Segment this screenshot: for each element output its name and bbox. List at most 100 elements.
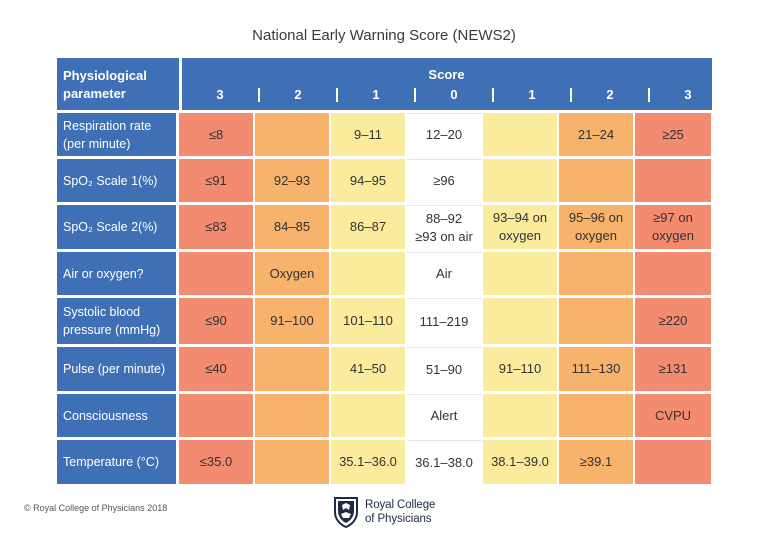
score-cell: Oxygen — [255, 252, 331, 295]
score-header: Score — [428, 67, 465, 82]
header-divider — [179, 58, 182, 110]
score-separator — [570, 88, 572, 102]
score-cell — [255, 440, 331, 484]
logo-line1: Royal College — [365, 499, 436, 511]
cell-value: 86–87 — [349, 219, 387, 234]
row-air-or-oxygen: Air or oxygen? Oxygen Air — [57, 252, 712, 298]
cell-value: 36.1–38.0 — [415, 454, 473, 470]
score-cell: Alert — [407, 394, 483, 437]
cell-value: ≤35.0 — [199, 454, 233, 469]
score-cell — [483, 394, 559, 437]
news2-table: Physiological parameter Score 3 2 1 0 1 2 3 Re… — [57, 58, 712, 484]
score-cell — [331, 252, 407, 295]
score-cell: 9–11 — [331, 113, 407, 156]
score-cell: ≥131 — [635, 347, 711, 391]
cell-value: ≥131 — [658, 361, 688, 376]
score-cell: 111–130 — [559, 347, 635, 391]
score-cell: 91–110 — [483, 347, 559, 391]
parameter-label: SpO₂ Scale 1(%) — [57, 159, 179, 202]
score-cell — [559, 159, 635, 202]
row-spo2-scale-2: SpO₂ Scale 2(%) ≤83 84–85 86–87 88–92 ≥93 on… — [57, 205, 712, 252]
cell-value: ≥220 — [658, 313, 688, 328]
score-cell: 101–110 — [331, 298, 407, 344]
cell-value: CVPU — [654, 407, 692, 423]
score-cell — [559, 298, 635, 344]
cell-value: Air — [436, 266, 452, 281]
cell-value: ≤90 — [205, 313, 227, 328]
score-cell: ≤83 — [179, 205, 255, 249]
score-cell: ≥96 — [407, 159, 483, 202]
table-header: Physiological parameter Score 3 2 1 0 1 2 3 — [57, 58, 712, 113]
score-separator — [258, 88, 260, 102]
score-cell: ≥97 on oxygen — [635, 205, 711, 249]
logo-line2: of Physicians — [365, 513, 432, 525]
cell-value: 21–24 — [577, 126, 615, 142]
score-separator — [414, 88, 416, 102]
score-column-header: 2 — [294, 87, 302, 102]
score-cell — [635, 252, 711, 295]
cell-value: 35.1–36.0 — [339, 454, 397, 469]
score-cell — [483, 298, 559, 344]
row-systolic-blood-pressure: Systolic blood pressure (mmHg) ≤90 91–100 1… — [57, 298, 712, 347]
score-cell: 21–24 — [559, 113, 635, 156]
score-cell: 94–95 — [331, 159, 407, 202]
cell-value: 51–90 — [425, 361, 463, 377]
score-cell — [179, 252, 255, 295]
score-cell: 86–87 — [331, 205, 407, 249]
score-cell — [331, 394, 407, 437]
cell-value: 111–219 — [419, 313, 469, 329]
row-spo2-scale-1: SpO₂ Scale 1(%) ≤91 92–93 94–95 ≥96 — [57, 159, 712, 205]
cell-value: 111–130 — [571, 361, 621, 376]
cell-value: 12–20 — [425, 127, 463, 142]
score-cell: 95–96 on oxygen — [559, 205, 635, 249]
cell-value: 41–50 — [349, 361, 387, 376]
cell-value: 9–11 — [354, 126, 382, 142]
score-cell: 41–50 — [331, 347, 407, 391]
cell-value: 84–85 — [273, 219, 311, 234]
cell-value: ≤8 — [208, 126, 224, 142]
rcp-crest-icon — [334, 497, 358, 528]
score-column-header: 3 — [216, 87, 224, 102]
score-cell: Air — [407, 252, 483, 295]
score-cell — [559, 394, 635, 437]
cell-value: 88–92 ≥93 on air — [415, 210, 473, 244]
rcp-logo: Royal College of Physicians — [333, 496, 435, 528]
score-cell: 84–85 — [255, 205, 331, 249]
cell-value: 95–96 on oxygen — [568, 210, 624, 243]
score-cell: 92–93 — [255, 159, 331, 202]
score-separator — [492, 88, 494, 102]
parameter-header: Physiological parameter — [63, 67, 147, 103]
cell-value: 92–93 — [273, 172, 311, 188]
cell-value: ≥96 — [433, 173, 455, 188]
score-cell — [255, 347, 331, 391]
score-cell: ≥25 — [635, 113, 711, 156]
cell-value: 94–95 — [349, 172, 387, 188]
cell-value: ≥97 on oxygen — [652, 210, 694, 243]
page-title: National Early Warning Score (NEWS2) — [252, 27, 516, 44]
copyright-text: © Royal College of Physicians 2018 — [24, 503, 168, 513]
score-cell: ≤8 — [179, 113, 255, 156]
score-cell: ≤90 — [179, 298, 255, 344]
score-cell — [483, 113, 559, 156]
cell-value: ≥39.1 — [579, 454, 613, 469]
cell-value: ≥25 — [662, 126, 684, 142]
score-cell: ≤35.0 — [179, 440, 255, 484]
row-pulse: Pulse (per minute) ≤40 41–50 51–90 91–110 111… — [57, 347, 712, 394]
parameter-header-line1: Physiological — [63, 68, 147, 83]
parameter-label: Systolic blood pressure (mmHg) — [57, 298, 179, 344]
score-separator — [336, 88, 338, 102]
cell-value: 93–94 on oxygen — [492, 210, 548, 243]
score-cell — [635, 440, 711, 484]
score-separator — [648, 88, 650, 102]
score-cell: ≤91 — [179, 159, 255, 202]
parameter-header-line2: parameter — [63, 86, 126, 101]
score-cell: 111–219 — [407, 298, 483, 344]
score-cell — [559, 252, 635, 295]
cell-value: ≤40 — [205, 361, 227, 376]
cell-value: ≤83 — [205, 219, 227, 234]
score-cell: 38.1–39.0 — [483, 440, 559, 484]
score-cell: 51–90 — [407, 347, 483, 391]
score-cell — [483, 252, 559, 295]
cell-value: 91–110 — [498, 361, 542, 376]
score-cell: 36.1–38.0 — [407, 440, 483, 484]
